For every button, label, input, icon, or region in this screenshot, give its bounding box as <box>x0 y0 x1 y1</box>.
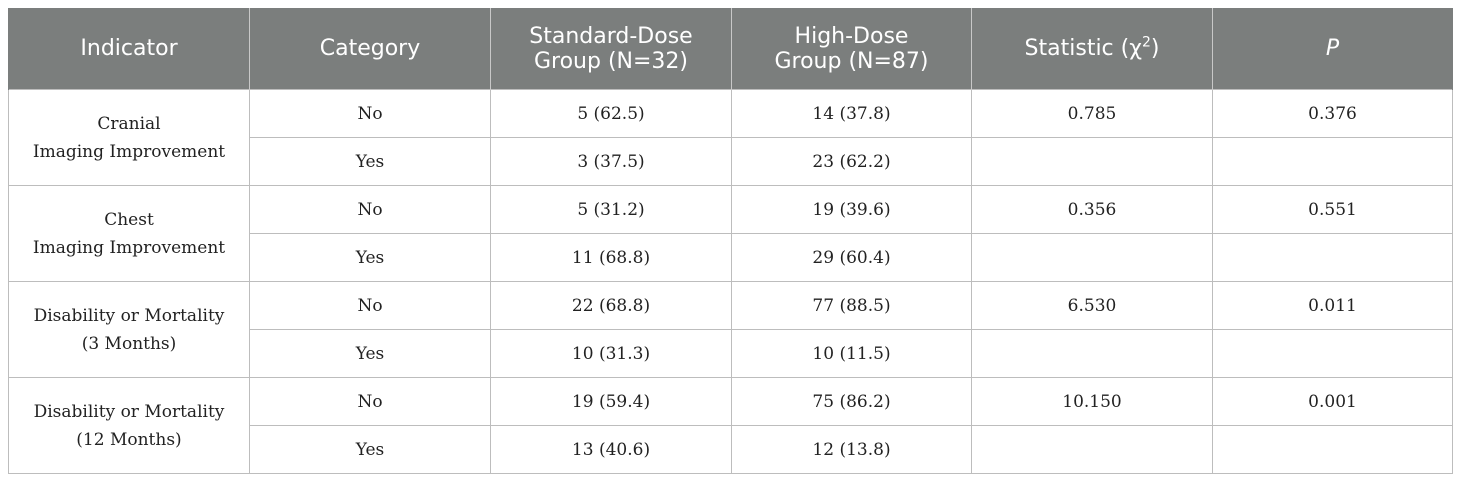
statistic-cell-empty <box>971 425 1213 474</box>
table-row: Yes 3 (37.5) 23 (62.2) <box>9 137 1453 186</box>
header-standard-dose-line2: Group (N=32) <box>533 48 689 74</box>
header-statistic: Statistic (χ2) <box>971 8 1213 90</box>
indicator-line2: Imaging Improvement <box>32 141 226 162</box>
header-high-dose-line2: Group (N=87) <box>774 48 929 74</box>
standard-dose-cell: 3 (37.5) <box>490 137 732 186</box>
header-high-dose: High-Dose Group (N=87) <box>731 8 972 90</box>
indicator-line1: Disability or Mortality <box>33 401 225 422</box>
standard-dose-cell: 11 (68.8) <box>490 233 732 282</box>
indicator-cell: Disability or Mortality (3 Months) <box>8 281 250 378</box>
high-dose-cell: 77 (88.5) <box>731 281 972 330</box>
indicator-line2: (12 Months) <box>76 429 182 450</box>
p-value-cell: 0.551 <box>1212 185 1453 234</box>
category-cell: Yes <box>249 329 491 378</box>
header-p-value: P <box>1212 8 1453 90</box>
statistic-cell-empty <box>971 233 1213 282</box>
p-value-cell: 0.376 <box>1212 89 1453 138</box>
high-dose-cell: 12 (13.8) <box>731 425 972 474</box>
table-header: Indicator Category Standard-Dose Group (… <box>8 8 1453 90</box>
category-cell: No <box>249 281 491 330</box>
statistic-cell-empty <box>971 329 1213 378</box>
table-body: Cranial Imaging Improvement No 5 (62.5) … <box>8 89 1453 474</box>
p-value-cell-empty <box>1212 425 1453 474</box>
header-high-dose-line1: High-Dose <box>794 23 909 49</box>
statistic-cell: 0.356 <box>971 185 1213 234</box>
p-value-cell-empty <box>1212 137 1453 186</box>
statistic-cell: 0.785 <box>971 89 1213 138</box>
table-row: Yes 11 (68.8) 29 (60.4) <box>9 233 1453 282</box>
statistic-cell: 6.530 <box>971 281 1213 330</box>
indicator-cell: Chest Imaging Improvement <box>8 185 250 282</box>
header-statistic-suffix: ) <box>1150 36 1160 61</box>
indicator-line2: Imaging Improvement <box>32 237 226 258</box>
indicator-cell: Disability or Mortality (12 Months) <box>8 377 250 474</box>
high-dose-cell: 14 (37.8) <box>731 89 972 138</box>
standard-dose-cell: 22 (68.8) <box>490 281 732 330</box>
header-category: Category <box>249 8 491 90</box>
indicator-line1: Chest <box>104 209 154 230</box>
table-row: Cranial Imaging Improvement No 5 (62.5) … <box>8 89 1453 186</box>
results-table-container: Indicator Category Standard-Dose Group (… <box>8 8 1453 474</box>
standard-dose-cell: 5 (31.2) <box>490 185 732 234</box>
standard-dose-cell: 19 (59.4) <box>490 377 732 426</box>
standard-dose-cell: 10 (31.3) <box>490 329 732 378</box>
table-row: Disability or Mortality (12 Months) No 1… <box>8 377 1453 474</box>
high-dose-cell: 10 (11.5) <box>731 329 972 378</box>
p-value-cell: 0.001 <box>1212 377 1453 426</box>
header-indicator: Indicator <box>8 8 250 90</box>
header-statistic-prefix: Statistic (χ <box>1024 36 1142 61</box>
p-value-cell-empty <box>1212 233 1453 282</box>
category-cell: No <box>249 185 491 234</box>
header-row: Indicator Category Standard-Dose Group (… <box>8 8 1453 90</box>
indicator-line2: (3 Months) <box>81 333 177 354</box>
category-cell: Yes <box>249 137 491 186</box>
table-row: Disability or Mortality (3 Months) No 22… <box>8 281 1453 378</box>
high-dose-cell: 75 (86.2) <box>731 377 972 426</box>
header-p-label: P <box>1325 36 1340 61</box>
indicator-line1: Disability or Mortality <box>33 305 225 326</box>
indicator-line1: Cranial <box>97 113 161 134</box>
high-dose-cell: 23 (62.2) <box>731 137 972 186</box>
standard-dose-cell: 13 (40.6) <box>490 425 732 474</box>
results-table: Indicator Category Standard-Dose Group (… <box>8 8 1453 474</box>
p-value-cell: 0.011 <box>1212 281 1453 330</box>
header-standard-dose: Standard-Dose Group (N=32) <box>490 8 732 90</box>
table-row: Chest Imaging Improvement No 5 (31.2) 19… <box>8 185 1453 282</box>
statistic-cell: 10.150 <box>971 377 1213 426</box>
standard-dose-cell: 5 (62.5) <box>490 89 732 138</box>
high-dose-cell: 29 (60.4) <box>731 233 972 282</box>
indicator-cell: Cranial Imaging Improvement <box>8 89 250 186</box>
statistic-cell-empty <box>971 137 1213 186</box>
category-cell: Yes <box>249 425 491 474</box>
category-cell: No <box>249 89 491 138</box>
high-dose-cell: 19 (39.6) <box>731 185 972 234</box>
p-value-cell-empty <box>1212 329 1453 378</box>
header-statistic-sup: 2 <box>1141 34 1151 51</box>
table-row: Yes 13 (40.6) 12 (13.8) <box>9 425 1453 474</box>
category-cell: Yes <box>249 233 491 282</box>
category-cell: No <box>249 377 491 426</box>
header-standard-dose-line1: Standard-Dose <box>529 23 693 49</box>
